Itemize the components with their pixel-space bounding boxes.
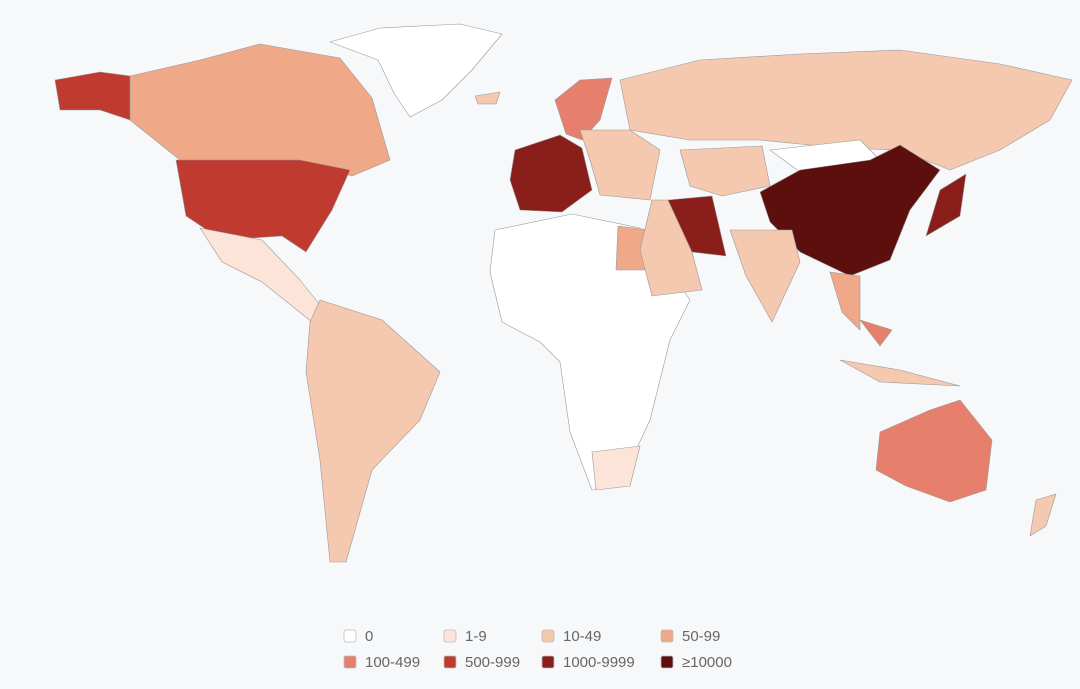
russia [619, 49, 1073, 171]
legend-swatch [660, 655, 674, 669]
eastern-europe [579, 129, 661, 201]
greenland [329, 23, 503, 118]
western-europe [509, 134, 593, 213]
legend-swatch [660, 629, 674, 643]
legend-label: 500-999 [465, 654, 520, 671]
malaysia [859, 319, 893, 347]
legend-swatch [443, 629, 457, 643]
japan [925, 173, 967, 237]
canada [129, 43, 391, 177]
southeast-asia [829, 271, 861, 331]
new-zealand [1029, 493, 1057, 537]
legend-swatch [443, 655, 457, 669]
nordics [554, 77, 613, 141]
south-africa [591, 445, 641, 491]
legend-label: ≥10000 [682, 654, 732, 671]
legend-label: 0 [365, 628, 373, 645]
india [729, 229, 801, 323]
legend-label: 100-499 [365, 654, 420, 671]
legend-label: 50-99 [682, 628, 720, 645]
world-map [54, 23, 1073, 563]
legend-label: 1000-9999 [563, 654, 635, 671]
legend-label: 10-49 [563, 628, 601, 645]
iran [667, 195, 727, 257]
iceland [474, 91, 501, 105]
legend-swatch [541, 655, 555, 669]
united-states [175, 159, 351, 253]
australia [875, 399, 993, 503]
south-america [305, 299, 441, 563]
legend-label: 1-9 [465, 628, 487, 645]
legend: 0 1-9 10-49 50-99 100-499 500-999 1000-9999 ≥10… [343, 628, 732, 671]
alaska [54, 71, 131, 121]
legend-swatch [343, 655, 357, 669]
central-asia [679, 145, 771, 197]
indonesia [839, 359, 961, 387]
legend-swatch [343, 629, 357, 643]
legend-swatch [541, 629, 555, 643]
